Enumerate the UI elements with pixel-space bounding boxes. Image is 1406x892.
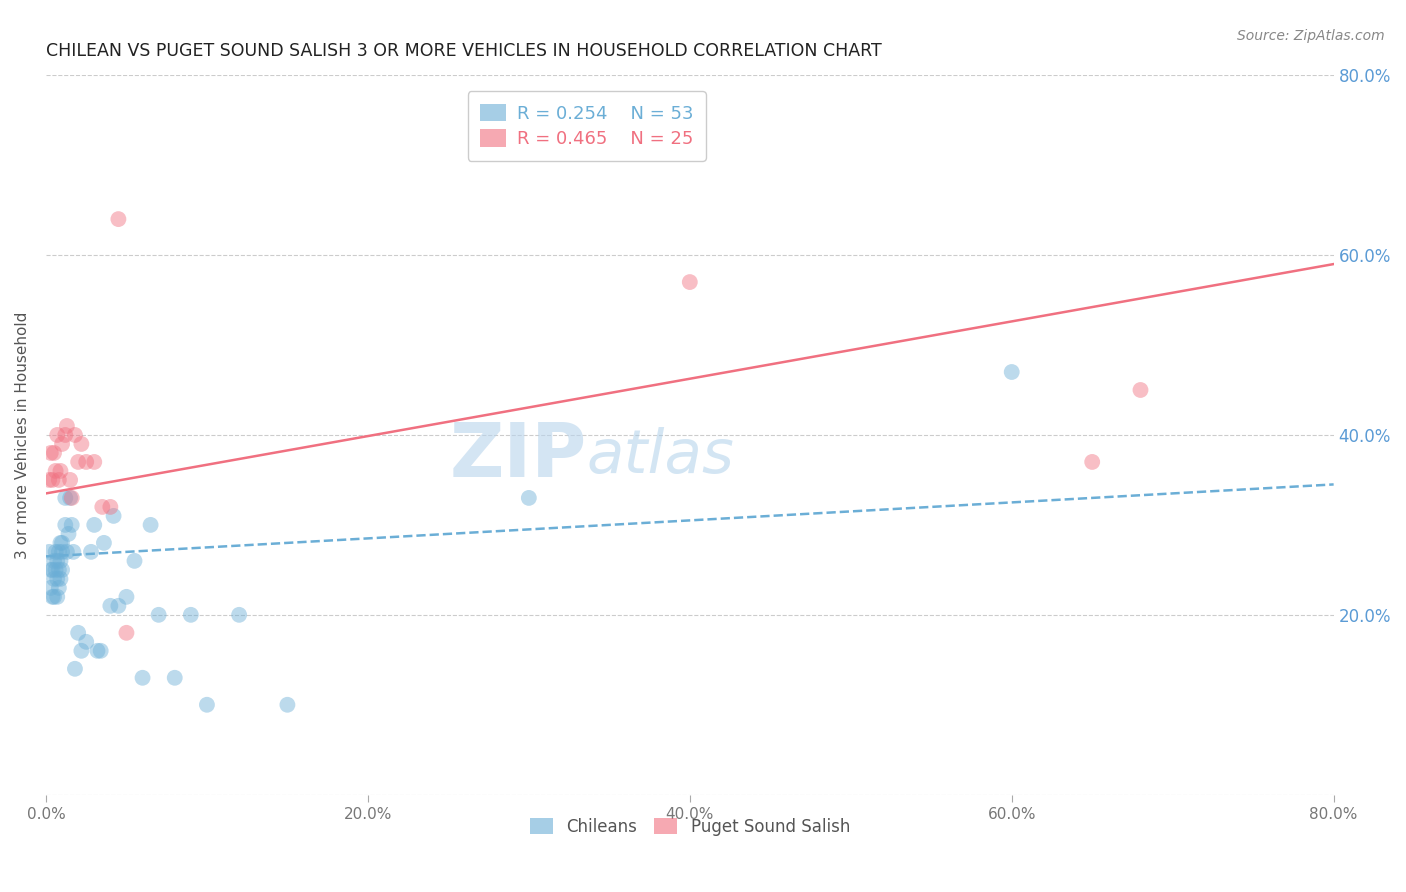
Point xyxy=(131,671,153,685)
Point xyxy=(148,607,170,622)
Point xyxy=(107,212,129,227)
Point xyxy=(49,554,72,568)
Point xyxy=(180,607,202,622)
Point xyxy=(62,545,84,559)
Point xyxy=(90,644,112,658)
Point xyxy=(46,428,69,442)
Point xyxy=(51,536,73,550)
Text: ZIP: ZIP xyxy=(450,420,586,493)
Point xyxy=(41,563,63,577)
Y-axis label: 3 or more Vehicles in Household: 3 or more Vehicles in Household xyxy=(15,311,30,558)
Point xyxy=(41,473,63,487)
Point xyxy=(86,644,108,658)
Point xyxy=(42,590,65,604)
Point xyxy=(58,527,80,541)
Point xyxy=(63,662,86,676)
Text: CHILEAN VS PUGET SOUND SALISH 3 OR MORE VEHICLES IN HOUSEHOLD CORRELATION CHART: CHILEAN VS PUGET SOUND SALISH 3 OR MORE … xyxy=(46,42,882,60)
Point xyxy=(59,491,82,505)
Point xyxy=(93,536,115,550)
Legend: Chileans, Puget Sound Salish: Chileans, Puget Sound Salish xyxy=(522,809,858,844)
Point xyxy=(46,554,69,568)
Point xyxy=(139,517,162,532)
Point xyxy=(39,446,62,460)
Point xyxy=(53,517,76,532)
Point xyxy=(41,590,63,604)
Point xyxy=(51,563,73,577)
Point xyxy=(98,500,121,514)
Point xyxy=(42,572,65,586)
Point xyxy=(80,545,103,559)
Point xyxy=(63,428,86,442)
Point xyxy=(83,517,105,532)
Point xyxy=(53,491,76,505)
Point xyxy=(1001,365,1024,379)
Point xyxy=(45,464,67,478)
Point xyxy=(276,698,298,712)
Point xyxy=(53,428,76,442)
Point xyxy=(48,563,70,577)
Text: atlas: atlas xyxy=(586,427,735,486)
Point xyxy=(75,635,97,649)
Point xyxy=(91,500,114,514)
Point xyxy=(83,455,105,469)
Point xyxy=(48,545,70,559)
Point xyxy=(38,545,60,559)
Point xyxy=(517,491,540,505)
Point xyxy=(42,446,65,460)
Point xyxy=(103,508,125,523)
Point xyxy=(98,599,121,613)
Point xyxy=(70,437,93,451)
Point xyxy=(67,455,90,469)
Point xyxy=(1129,383,1152,397)
Point xyxy=(56,545,79,559)
Point xyxy=(1081,455,1104,469)
Point xyxy=(679,275,702,289)
Point xyxy=(38,473,60,487)
Point xyxy=(45,563,67,577)
Point xyxy=(67,625,90,640)
Point xyxy=(49,572,72,586)
Point xyxy=(115,625,138,640)
Point xyxy=(51,545,73,559)
Point xyxy=(48,581,70,595)
Point xyxy=(60,491,83,505)
Point xyxy=(49,536,72,550)
Point xyxy=(195,698,218,712)
Point xyxy=(75,455,97,469)
Point xyxy=(115,590,138,604)
Point xyxy=(46,590,69,604)
Point xyxy=(124,554,146,568)
Point xyxy=(39,563,62,577)
Point xyxy=(107,599,129,613)
Point xyxy=(163,671,186,685)
Point xyxy=(48,473,70,487)
Text: Source: ZipAtlas.com: Source: ZipAtlas.com xyxy=(1237,29,1385,43)
Point xyxy=(228,607,250,622)
Point xyxy=(60,517,83,532)
Point xyxy=(49,464,72,478)
Point xyxy=(39,581,62,595)
Point xyxy=(51,437,73,451)
Point xyxy=(42,554,65,568)
Point xyxy=(70,644,93,658)
Point xyxy=(45,545,67,559)
Point xyxy=(46,572,69,586)
Point xyxy=(59,473,82,487)
Point xyxy=(56,419,79,434)
